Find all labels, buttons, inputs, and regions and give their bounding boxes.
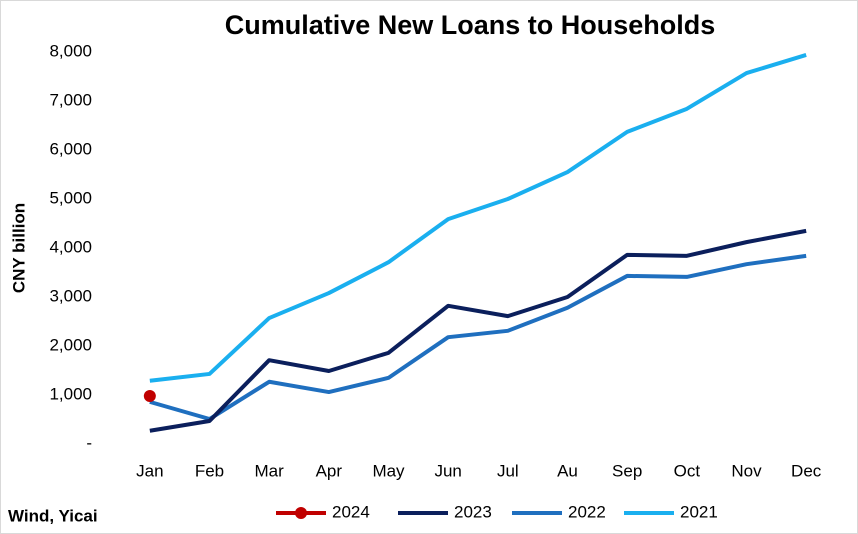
y-axis-label: CNY billion xyxy=(9,203,28,293)
x-tick-label: Sep xyxy=(612,461,642,480)
point xyxy=(143,389,156,402)
x-tick-label: May xyxy=(372,461,405,480)
x-tick-label: Jan xyxy=(136,461,163,480)
y-tick-label: 4,000 xyxy=(49,237,92,256)
x-tick-label: Jul xyxy=(497,461,519,480)
x-tick-label: Apr xyxy=(316,461,343,480)
y-tick-label: 8,000 xyxy=(49,41,92,60)
y-tick-label: 3,000 xyxy=(49,286,92,305)
source: Wind, Yicai xyxy=(8,506,98,525)
y-tick-label: 5,000 xyxy=(49,188,92,207)
x-tick-label: Mar xyxy=(255,461,285,480)
y-tick-label: 6,000 xyxy=(49,139,92,158)
line-series xyxy=(149,53,807,383)
y-tick-label: 7,000 xyxy=(49,90,92,109)
x-tick-label: Feb xyxy=(195,461,224,480)
x-tick-label: Au xyxy=(557,461,578,480)
chart-title: Cumulative New Loans to Households xyxy=(225,10,716,40)
y-tick-label: 2,000 xyxy=(49,335,92,354)
x-tick-label: Nov xyxy=(731,461,762,480)
y-tick-label: - xyxy=(86,433,92,452)
x-tick-label: Oct xyxy=(674,461,701,480)
line-series xyxy=(149,228,807,433)
line-series xyxy=(149,253,807,422)
legend-label: 2023 xyxy=(454,502,492,521)
legend-label: 2021 xyxy=(680,502,718,521)
legend-label: 2024 xyxy=(332,502,370,521)
x-tick-label: Jun xyxy=(434,461,461,480)
legend-label: 2022 xyxy=(568,502,606,521)
x-tick-label: Dec xyxy=(791,461,822,480)
legend-marker xyxy=(295,507,307,519)
y-tick-label: 1,000 xyxy=(49,384,92,403)
